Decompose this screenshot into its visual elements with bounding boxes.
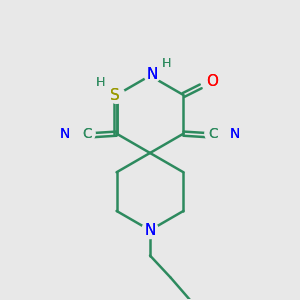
Circle shape — [226, 125, 243, 142]
Text: N: N — [230, 127, 240, 141]
Text: H: H — [162, 57, 171, 70]
Text: N: N — [147, 67, 158, 82]
Text: O: O — [207, 74, 219, 89]
Text: N: N — [147, 67, 158, 82]
Text: H: H — [95, 76, 105, 89]
Circle shape — [205, 125, 221, 142]
Circle shape — [204, 73, 221, 90]
Text: H: H — [162, 57, 171, 70]
Text: S: S — [110, 88, 120, 103]
Text: N: N — [60, 127, 70, 141]
Text: N: N — [144, 223, 156, 238]
Text: C: C — [82, 127, 92, 141]
Text: N: N — [144, 223, 156, 238]
Circle shape — [79, 125, 95, 142]
Text: C: C — [208, 127, 218, 141]
Text: C: C — [82, 127, 92, 141]
Circle shape — [144, 66, 161, 82]
Text: S: S — [110, 88, 120, 103]
Text: C: C — [208, 127, 218, 141]
Text: H: H — [95, 76, 105, 89]
Circle shape — [57, 125, 74, 142]
Circle shape — [142, 222, 158, 238]
Text: O: O — [207, 74, 219, 89]
Circle shape — [108, 87, 125, 103]
Text: N: N — [230, 127, 240, 141]
Text: N: N — [60, 127, 70, 141]
